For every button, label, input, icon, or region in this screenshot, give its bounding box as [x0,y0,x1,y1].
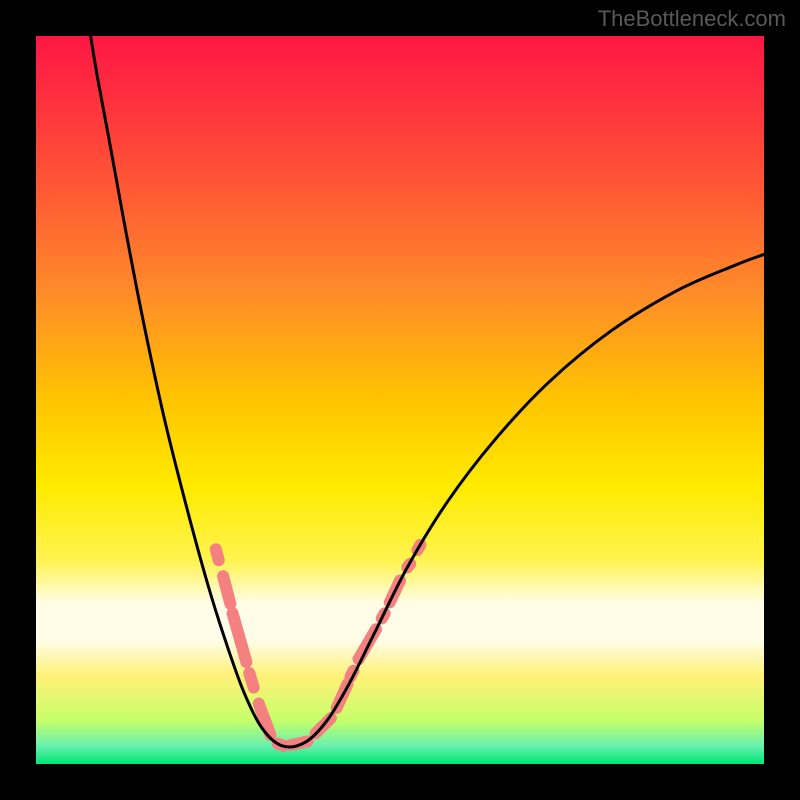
highlight-segment [278,744,284,746]
highlight-group [216,545,421,746]
highlight-segment [417,545,420,550]
v-curve [91,36,764,747]
highlight-segment [291,741,308,745]
highlight-segment [223,576,230,604]
plot-area [36,36,764,764]
highlight-segment [359,629,376,659]
highlight-segment [382,613,385,618]
highlight-segment [337,684,348,708]
highlight-segment [233,613,247,662]
curve-svg [36,36,764,764]
highlight-segment [249,673,253,688]
highlight-segment [316,718,331,733]
highlight-segment [407,564,410,568]
highlight-segment [216,549,219,560]
highlight-segment [259,704,271,735]
chart-canvas: TheBottleneck.com [0,0,800,800]
highlight-segment [351,671,354,677]
watermark-text: TheBottleneck.com [598,6,786,32]
highlight-segment [390,581,400,603]
